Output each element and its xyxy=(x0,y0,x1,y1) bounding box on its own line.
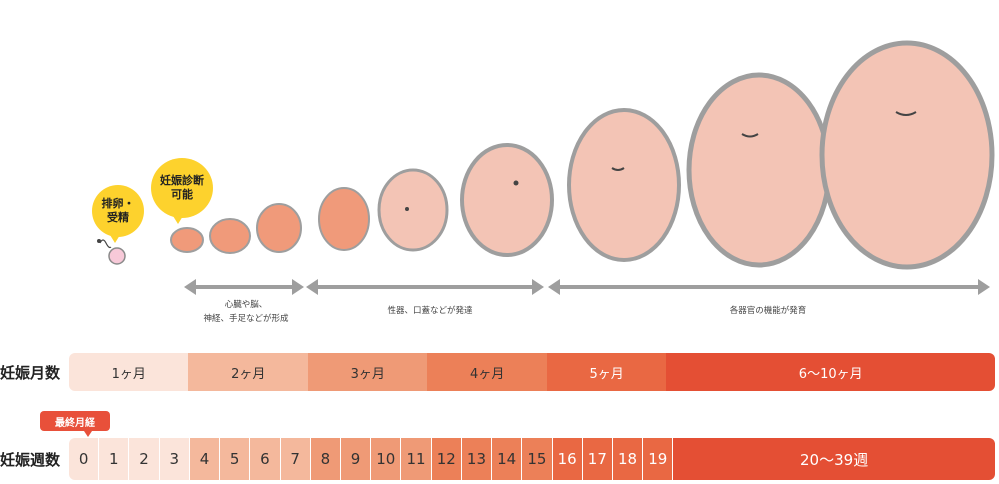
week-cell: 12 xyxy=(431,438,462,480)
week-cell: 15 xyxy=(522,438,553,480)
embryo-week-8-icon xyxy=(256,203,302,253)
pregnancy-weeks-bar: 0 1 2 3 4 5 6 7 8 9 10 11 12 13 14 15 16 17 18 19 20〜39週 xyxy=(69,438,995,480)
week-cell: 2 xyxy=(129,438,160,480)
week-cell: 14 xyxy=(492,438,523,480)
development-arrow-middle xyxy=(306,279,544,295)
last-menstrual-period-tag: 最終月経 xyxy=(40,411,110,437)
week-cell: 5 xyxy=(220,438,251,480)
week-cell: 10 xyxy=(371,438,402,480)
development-note-genitals-palate: 性器、口蓋などが発達 xyxy=(330,304,530,318)
egg-and-sperm-icon xyxy=(97,239,126,265)
ovulation-fertilization-bubble: 排卵・ 受精 xyxy=(92,185,144,243)
bubble-line: 可能 xyxy=(171,188,193,201)
week-cell: 8 xyxy=(310,438,341,480)
note-line: 各器官の機能が発育 xyxy=(729,306,807,316)
week-cell: 20〜39週 xyxy=(673,438,995,480)
embryo-week-7-icon xyxy=(209,218,251,254)
development-note-organ-formation: 心臓や脳、 神経、手足などが形成 xyxy=(188,298,304,326)
week-cell: 4 xyxy=(189,438,221,480)
bubble-line: 排卵・ xyxy=(101,197,135,210)
month-cell: 4ヶ月 xyxy=(427,353,547,391)
development-arrow-early xyxy=(184,279,304,295)
fetus-month-4-icon xyxy=(460,143,554,257)
note-line: 神経、手足などが形成 xyxy=(203,314,289,324)
months-row-label: 妊娠月数 xyxy=(0,364,61,382)
week-cell: 19 xyxy=(643,438,674,480)
bubble-line: 妊娠診断 xyxy=(160,174,204,187)
week-cell: 17 xyxy=(582,438,613,480)
week-cell: 16 xyxy=(552,438,583,480)
pregnancy-months-bar: 1ヶ月 2ヶ月 3ヶ月 4ヶ月 5ヶ月 6〜10ヶ月 xyxy=(69,353,995,391)
week-cell: 7 xyxy=(280,438,311,480)
month-cell: 6〜10ヶ月 xyxy=(666,353,995,391)
week-cell: 18 xyxy=(612,438,644,480)
week-cell: 1 xyxy=(99,438,130,480)
note-line: 性器、口蓋などが発達 xyxy=(387,306,473,316)
month-cell: 2ヶ月 xyxy=(188,353,308,391)
pregnancy-diagnosis-bubble: 妊娠診断 可能 xyxy=(151,158,213,224)
development-arrow-late xyxy=(548,279,990,295)
week-cell: 6 xyxy=(250,438,281,480)
week-cell: 9 xyxy=(340,438,372,480)
month-cell: 1ヶ月 xyxy=(69,353,189,391)
month-cell: 5ヶ月 xyxy=(546,353,667,391)
fetus-month-3-icon xyxy=(377,168,449,252)
fetus-month-6-icon xyxy=(686,72,832,268)
fetus-month-9-icon xyxy=(819,40,995,270)
week-cell: 0 xyxy=(69,438,100,480)
embryo-week-5-icon xyxy=(170,227,204,253)
week-cell: 13 xyxy=(461,438,493,480)
embryo-week-10-icon xyxy=(318,187,370,251)
fetus-month-5-icon xyxy=(567,108,681,262)
development-note-organ-function: 各器官の機能が発育 xyxy=(668,304,868,318)
bubble-line: 受精 xyxy=(107,211,129,224)
month-cell: 3ヶ月 xyxy=(307,353,428,391)
note-line: 心臓や脳、 xyxy=(224,300,268,310)
weeks-row-label: 妊娠週数 xyxy=(0,451,61,469)
week-cell: 3 xyxy=(159,438,190,480)
week-cell: 11 xyxy=(401,438,432,480)
